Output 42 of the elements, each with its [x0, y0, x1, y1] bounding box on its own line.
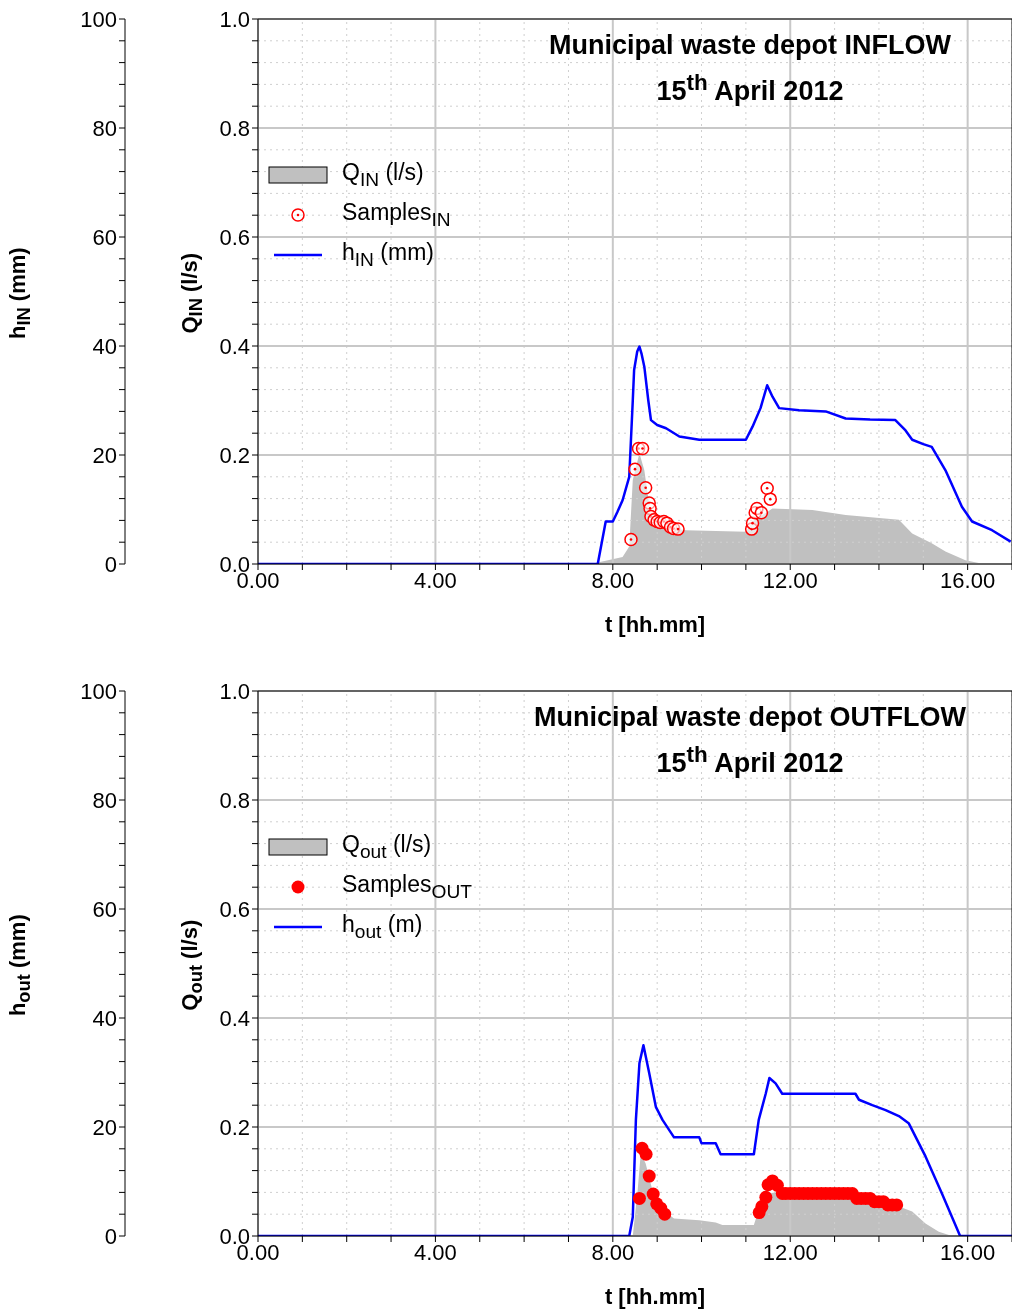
- y-tick-label: 0.2: [219, 1114, 250, 1140]
- y-tick-label: 0.4: [219, 1005, 250, 1031]
- y2-tick-label: 80: [92, 787, 117, 813]
- legend-label: Q$_{out}$ (l/s): [342, 831, 432, 863]
- x-tick-label: 4.00: [414, 567, 457, 593]
- chart-title: Municipal waste depot INFLOW: [548, 29, 952, 62]
- text: 15$^{th}$ April 2012: [655, 69, 845, 108]
- x-tick-label: 4.00: [414, 1239, 457, 1265]
- y-tick-label: 1.0: [219, 678, 250, 704]
- y2-tick-label: 20: [92, 442, 117, 468]
- y2-tick-label: 80: [92, 115, 117, 141]
- y2-tick-label: 100: [80, 678, 117, 704]
- y-tick-label: 0.2: [219, 442, 250, 468]
- x-tick-label: 8.00: [591, 567, 635, 593]
- y-tick-label: 0.4: [219, 333, 250, 359]
- legend-label: Q$_{IN}$ (l/s): [342, 159, 424, 191]
- y-tick-label: 1.0: [219, 6, 250, 32]
- legend-label: Samples$_{OUT}$: [342, 871, 472, 903]
- x-tick-label: 8.00: [591, 1239, 635, 1265]
- y2-tick-label: 40: [92, 333, 117, 359]
- y-tick-label: 0.8: [219, 787, 250, 813]
- chart-title: Municipal waste depot OUTFLOW: [533, 701, 967, 734]
- x-axis-title: t [hh.mm]: [603, 1284, 707, 1310]
- y2-tick-label: 0: [104, 1223, 117, 1249]
- y-tick-label: 0.8: [219, 115, 250, 141]
- y2-tick-label: 20: [92, 1114, 117, 1140]
- text: 15$^{th}$ April 2012: [655, 741, 845, 780]
- legend-label: Samples$_{IN}$: [342, 199, 451, 231]
- y2-tick-label: 0: [104, 551, 117, 577]
- y2-tick-label: 100: [80, 6, 117, 32]
- x-axis-title: t [hh.mm]: [603, 612, 707, 638]
- y2-tick-label: 60: [92, 224, 117, 250]
- legend-label: h$_{IN}$ (mm): [342, 239, 434, 271]
- y2-tick-label: 40: [92, 1005, 117, 1031]
- y-tick-label: 0.6: [219, 896, 250, 922]
- x-tick-label: 16.00: [940, 567, 996, 593]
- x-tick-label: 16.00: [940, 1239, 996, 1265]
- x-tick-label: 12.00: [762, 567, 818, 593]
- x-tick-label: 12.00: [762, 1239, 818, 1265]
- y2-tick-label: 60: [92, 896, 117, 922]
- legend-label: h$_{out}$ (m): [342, 911, 423, 943]
- y-tick-label: 0.6: [219, 224, 250, 250]
